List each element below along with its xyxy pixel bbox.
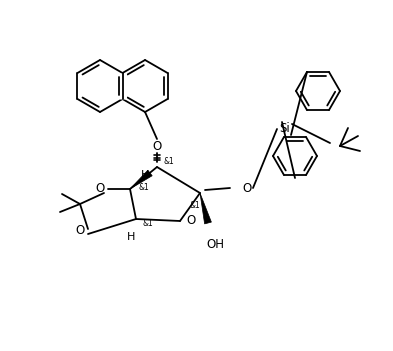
Text: O: O (242, 181, 252, 194)
Text: H: H (141, 170, 149, 180)
Text: Si: Si (280, 122, 290, 135)
Text: &1: &1 (139, 183, 149, 192)
Polygon shape (200, 193, 211, 224)
Text: H: H (127, 232, 135, 242)
Text: O: O (75, 225, 84, 238)
Text: &1: &1 (143, 219, 153, 229)
Text: O: O (186, 214, 196, 227)
Polygon shape (130, 170, 152, 189)
Text: O: O (152, 139, 162, 152)
Text: &1: &1 (163, 158, 174, 166)
Text: OH: OH (206, 238, 224, 252)
Text: O: O (95, 183, 105, 196)
Text: &1: &1 (190, 200, 200, 210)
